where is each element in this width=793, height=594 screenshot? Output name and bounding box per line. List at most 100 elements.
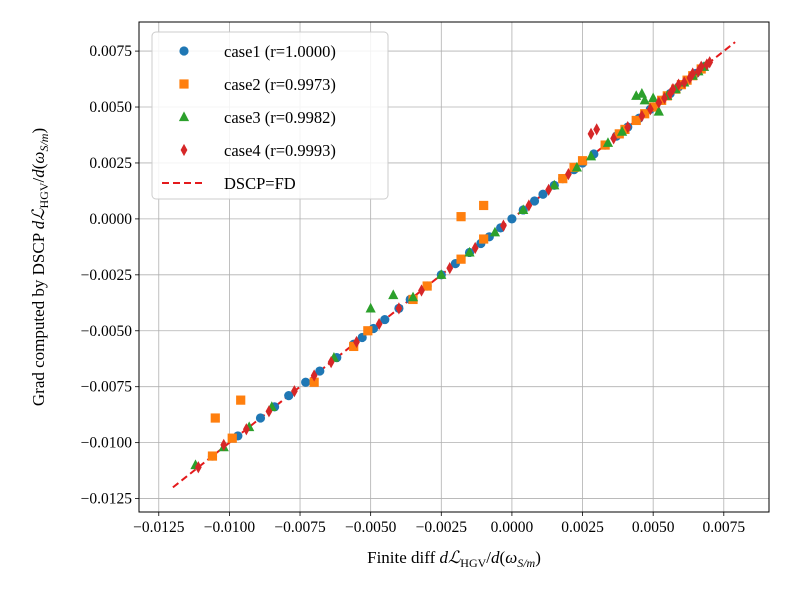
data-point bbox=[602, 137, 614, 147]
data-point bbox=[265, 405, 273, 418]
data-point bbox=[500, 219, 507, 232]
data-point bbox=[489, 226, 501, 237]
data-point bbox=[479, 234, 489, 244]
y-tick-label: 0.0050 bbox=[89, 99, 132, 116]
data-point bbox=[380, 314, 390, 325]
legend-marker bbox=[179, 46, 189, 56]
legend-entry: DSCP=FD bbox=[162, 174, 296, 193]
data-point bbox=[545, 183, 553, 196]
data-point bbox=[242, 423, 250, 436]
data-point bbox=[349, 341, 359, 352]
data-points bbox=[190, 56, 714, 474]
x-tick-label: −0.0050 bbox=[345, 519, 397, 536]
legend-label: case4 (r=0.9993) bbox=[224, 141, 336, 160]
data-point bbox=[669, 83, 677, 96]
legend-box bbox=[151, 31, 389, 200]
y-tick-label: −0.0075 bbox=[81, 379, 133, 396]
y-tick-label: −0.0025 bbox=[81, 267, 133, 284]
data-point bbox=[363, 326, 373, 336]
data-point bbox=[680, 76, 688, 89]
legend: case1 (r=1.0000) case2 (r=0.9973) case3 (r… bbox=[151, 31, 389, 200]
data-point bbox=[194, 461, 202, 474]
data-point bbox=[227, 433, 237, 443]
data-point bbox=[655, 96, 663, 109]
data-point bbox=[706, 56, 714, 69]
data-point bbox=[675, 78, 682, 91]
legend-marker bbox=[178, 111, 190, 122]
data-point bbox=[653, 105, 664, 116]
data-point bbox=[640, 109, 650, 119]
data-point bbox=[220, 438, 228, 451]
legend-label: case2 (r=0.9973) bbox=[224, 75, 336, 94]
data-point bbox=[648, 92, 659, 103]
data-point bbox=[697, 60, 705, 73]
data-point bbox=[436, 269, 447, 279]
data-point bbox=[577, 156, 588, 166]
data-point bbox=[648, 102, 658, 112]
data-point bbox=[471, 241, 479, 255]
data-point bbox=[310, 369, 318, 382]
data-point bbox=[507, 214, 517, 224]
y-tick-label: −0.0100 bbox=[81, 435, 133, 452]
data-point bbox=[210, 413, 220, 423]
data-point bbox=[388, 289, 399, 300]
y-tick-label: 0.0075 bbox=[89, 43, 132, 60]
x-tick-label: −0.0025 bbox=[416, 519, 468, 536]
data-point bbox=[525, 199, 533, 212]
legend-label: DSCP=FD bbox=[224, 174, 296, 193]
data-point bbox=[571, 161, 582, 172]
x-axis-ticks: −0.0125 −0.0100 −0.0075 −0.0050 −0.0025 0.000… bbox=[133, 512, 745, 536]
y-tick-label: −0.0050 bbox=[81, 323, 133, 340]
data-point bbox=[538, 189, 548, 199]
legend-label: case1 (r=1.0000) bbox=[224, 42, 336, 61]
data-point bbox=[327, 355, 335, 369]
x-tick-label: −0.0125 bbox=[133, 519, 185, 536]
legend-entry: case1 (r=1.0000) bbox=[179, 42, 336, 61]
data-point bbox=[418, 284, 425, 297]
series-case4 bbox=[194, 56, 714, 474]
data-point bbox=[365, 302, 376, 313]
data-point bbox=[456, 254, 466, 264]
data-point bbox=[631, 115, 641, 126]
plot-frame bbox=[138, 21, 770, 513]
data-point bbox=[255, 413, 266, 423]
grid-lines bbox=[139, 22, 769, 512]
legend-marker bbox=[179, 79, 189, 89]
data-point bbox=[236, 395, 246, 405]
legend-entry: case4 (r=0.9993) bbox=[180, 141, 336, 160]
x-tick-label: −0.0100 bbox=[204, 519, 256, 536]
x-tick-label: 0.0000 bbox=[491, 519, 534, 536]
data-point bbox=[638, 109, 646, 123]
data-point bbox=[565, 168, 572, 181]
x-tick-label: 0.0050 bbox=[632, 519, 675, 536]
legend-entry: case3 (r=0.9982) bbox=[178, 108, 336, 127]
data-point bbox=[301, 377, 311, 387]
data-point bbox=[464, 246, 475, 257]
legend-label: case3 (r=0.9982) bbox=[224, 108, 336, 127]
legend-marker bbox=[180, 143, 188, 157]
data-point bbox=[353, 335, 360, 349]
y-tick-label: 0.0000 bbox=[89, 211, 132, 228]
data-point bbox=[529, 196, 540, 206]
data-point bbox=[639, 94, 650, 105]
data-point bbox=[207, 451, 218, 461]
data-point bbox=[395, 302, 403, 315]
y-tick-label: 0.0025 bbox=[89, 155, 132, 172]
data-point bbox=[689, 67, 697, 80]
data-point bbox=[624, 121, 632, 134]
y-axis-label: Grad computed by DSCP dℒHGV/d(ωS/m) bbox=[29, 128, 51, 406]
data-point bbox=[585, 150, 597, 161]
data-point bbox=[620, 124, 630, 134]
data-point bbox=[657, 95, 667, 105]
y-tick-label: −0.0125 bbox=[81, 491, 133, 508]
data-point bbox=[549, 179, 560, 190]
x-tick-label: 0.0025 bbox=[561, 519, 604, 536]
data-point bbox=[422, 281, 432, 291]
data-point bbox=[558, 174, 568, 184]
data-point bbox=[315, 366, 325, 376]
x-axis-label-text: Finite diff dℒHGV/d(ωS/m) bbox=[367, 548, 541, 570]
data-point bbox=[587, 127, 595, 140]
data-point bbox=[610, 132, 618, 145]
data-point bbox=[616, 126, 628, 136]
